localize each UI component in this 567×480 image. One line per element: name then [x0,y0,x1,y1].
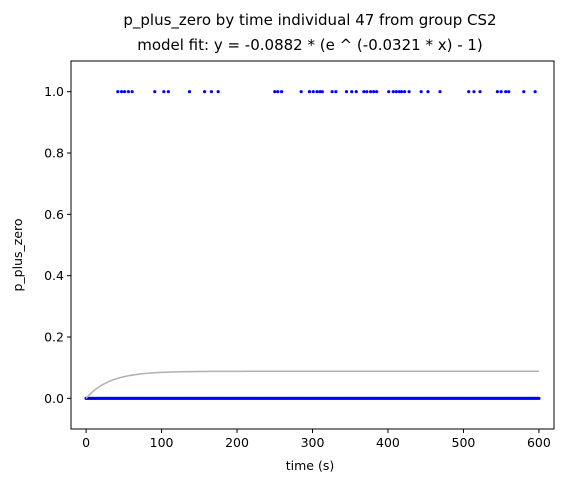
x-axis: 0 100 200 300 400 500 600 [82,429,551,450]
data-point-one [344,90,349,94]
data-point-one [299,90,303,94]
data-point-one [162,90,166,94]
data-point-one [402,90,407,94]
data-point-one [126,90,130,94]
data-point-one [522,90,526,94]
x-tick-label: 400 [376,435,400,450]
data-point-one [354,90,358,94]
data-point-one [507,90,511,94]
x-tick-label: 200 [225,435,249,450]
data-point-one [318,90,322,94]
data-point-one [467,90,471,94]
chart-subtitle: model fit: y = -0.0882 * (e ^ (-0.0321 *… [137,36,483,54]
data-point-one [495,90,499,94]
data-point-one [369,90,373,94]
data-point-one [130,90,134,94]
y-tick-label: 0.8 [44,146,64,161]
data-point-one [122,90,127,94]
data-point-one [387,90,391,94]
y-tick-label: 1.0 [44,84,64,99]
data-point-one [399,90,404,94]
data-point-one [397,90,401,94]
data-point-one [320,90,324,94]
y-tick-label: 0.6 [44,207,64,222]
x-tick-label: 0 [82,435,90,450]
x-tick-label: 500 [452,435,476,450]
data-point-one [209,90,213,94]
data-point-one [187,90,192,94]
data-point-one [472,90,476,94]
x-tick-label: 600 [527,435,551,450]
x-tick-label: 100 [150,435,174,450]
y-tick-label: 0.2 [44,330,64,345]
data-point-one [334,90,338,94]
plot-content [84,90,541,400]
data-point-one [273,90,277,94]
data-point-one [426,90,430,94]
data-point-one [276,90,280,94]
y-tick-label: 0.0 [44,391,64,406]
data-point-one [307,90,312,94]
y-axis: 0.0 0.2 0.4 0.6 0.8 1.0 [44,84,71,406]
data-point-one [407,90,411,94]
data-point-one [311,90,315,94]
data-point-one [533,90,537,94]
data-point-one [375,90,379,94]
data-point-one [419,90,423,94]
data-point-one [216,90,220,94]
data-point-one [362,90,366,94]
y-tick-label: 0.4 [44,268,64,283]
data-point-one [279,90,284,94]
data-point-one [365,90,369,94]
data-point-one [153,90,157,94]
data-point-one [116,90,120,94]
data-point-zero [537,396,541,400]
data-point-one [394,90,398,94]
data-point-one [372,90,376,94]
data-point-one [438,90,442,94]
y-axis-label: p_plus_zero [10,218,25,291]
data-point-one [330,90,334,94]
data-point-one [504,90,508,94]
data-point-one [202,90,207,94]
data-point-one [478,90,482,94]
data-point-one [119,90,124,94]
data-point-one [166,90,170,94]
data-point-one [499,90,503,94]
x-axis-label: time (s) [286,458,334,473]
data-point-one [315,90,319,94]
x-tick-label: 300 [301,435,325,450]
data-point-one [350,90,354,94]
model-fit-curve [85,370,539,399]
data-point-one [391,90,395,94]
chart-title: p_plus_zero by time individual 47 from g… [123,11,496,30]
